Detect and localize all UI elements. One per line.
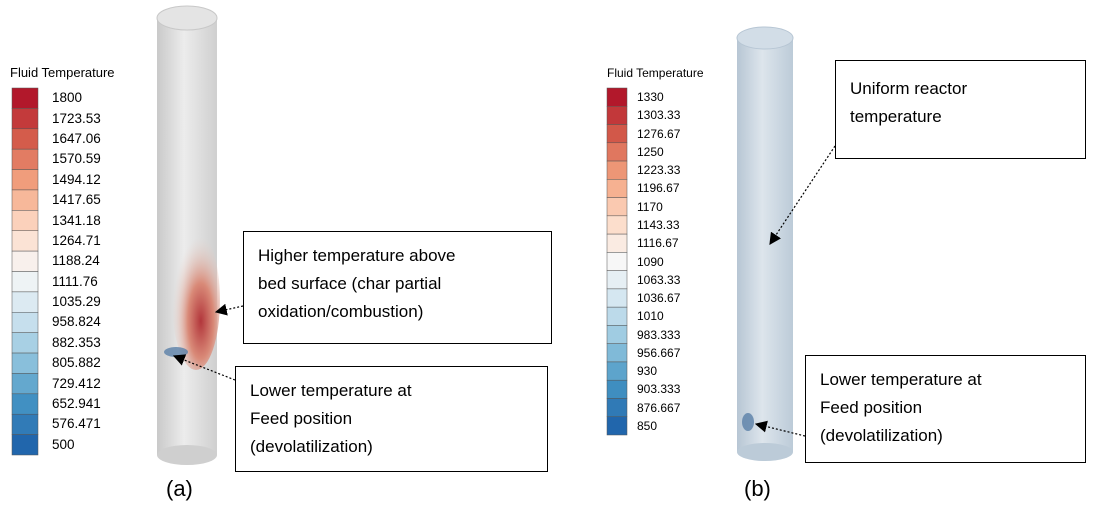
legend-label: 903.333 bbox=[637, 382, 680, 396]
legend-swatch bbox=[12, 414, 38, 434]
legend-swatch bbox=[607, 325, 627, 343]
caption: (a) bbox=[166, 476, 193, 502]
reactor-b bbox=[737, 27, 793, 461]
legend-label: 1276.67 bbox=[637, 127, 680, 141]
legend-swatch bbox=[607, 417, 627, 435]
legend-label: 652.941 bbox=[52, 397, 101, 411]
legend-swatch bbox=[12, 272, 38, 292]
caption: (b) bbox=[744, 476, 771, 502]
legend-label: 1035.29 bbox=[52, 295, 101, 309]
legend-label: 1330 bbox=[637, 90, 664, 104]
callout-line: Lower temperature at bbox=[820, 366, 1071, 394]
legend-label: 500 bbox=[52, 438, 75, 452]
legend-label: 1417.65 bbox=[52, 193, 101, 207]
callout-line: Feed position bbox=[250, 405, 533, 433]
callout-line: Higher temperature above bbox=[258, 242, 537, 270]
legend-label: 1090 bbox=[637, 255, 664, 269]
legend-swatch bbox=[607, 143, 627, 161]
callout-line: (devolatilization) bbox=[820, 422, 1071, 450]
legend-swatch bbox=[607, 161, 627, 179]
legend-swatch bbox=[607, 198, 627, 216]
legend-label: 1723.53 bbox=[52, 112, 101, 126]
callout-line: (devolatilization) bbox=[250, 433, 533, 461]
callout-line: temperature bbox=[850, 103, 1071, 131]
legend-label: 1116.67 bbox=[637, 236, 679, 250]
legend-label: 729.412 bbox=[52, 377, 101, 391]
legend-swatch bbox=[607, 106, 627, 124]
legend-title: Fluid Temperature bbox=[607, 66, 704, 80]
legend-swatch bbox=[12, 251, 38, 271]
legend-swatch bbox=[12, 129, 38, 149]
legend-swatch bbox=[12, 210, 38, 230]
legend-swatch bbox=[12, 149, 38, 169]
legend-swatch bbox=[607, 362, 627, 380]
legend-swatch bbox=[12, 312, 38, 332]
legend-swatch bbox=[607, 125, 627, 143]
callout-line: bed surface (char partial bbox=[258, 270, 537, 298]
legend-label: 1303.33 bbox=[637, 108, 680, 122]
legend-label: 1063.33 bbox=[637, 273, 680, 287]
legend-label: 1036.67 bbox=[637, 291, 680, 305]
callout: Lower temperature at Feed position (devo… bbox=[235, 366, 548, 472]
legend-label: 1800 bbox=[52, 91, 82, 105]
legend-swatch bbox=[12, 108, 38, 128]
legend-label: 1494.12 bbox=[52, 173, 101, 187]
legend-swatch bbox=[12, 353, 38, 373]
legend-swatch bbox=[12, 190, 38, 210]
legend-swatch bbox=[12, 394, 38, 414]
legend-swatch bbox=[607, 271, 627, 289]
legend-label: 1223.33 bbox=[637, 163, 680, 177]
legend-swatch bbox=[607, 88, 627, 106]
callout-line: Feed position bbox=[820, 394, 1071, 422]
legend-swatch bbox=[12, 373, 38, 393]
legend-label: 1170 bbox=[637, 200, 663, 214]
legend-label: 1250 bbox=[637, 145, 664, 159]
legend-label: 1188.24 bbox=[52, 254, 100, 268]
legend-label: 1111.76 bbox=[52, 275, 98, 289]
legend-label: 882.353 bbox=[52, 336, 101, 350]
legend-swatch bbox=[607, 289, 627, 307]
legend-swatch bbox=[607, 380, 627, 398]
legend-swatch bbox=[607, 344, 627, 362]
legend-swatch bbox=[607, 216, 627, 234]
legend-label: 1196.67 bbox=[637, 181, 680, 195]
legend-swatch bbox=[607, 307, 627, 325]
legend-label: 956.667 bbox=[637, 346, 680, 360]
legend-label: 1647.06 bbox=[52, 132, 101, 146]
legend-swatch bbox=[607, 252, 627, 270]
reactor-a bbox=[157, 6, 220, 465]
legend-title: Fluid Temperature bbox=[10, 65, 115, 80]
legend-swatch bbox=[12, 170, 38, 190]
legend-swatch bbox=[12, 231, 38, 251]
callout: Lower temperature at Feed position (devo… bbox=[805, 355, 1086, 463]
legend-label: 1570.59 bbox=[52, 152, 101, 166]
legend-label: 876.667 bbox=[637, 401, 680, 415]
legend-swatch bbox=[12, 333, 38, 353]
legend-swatch bbox=[12, 292, 38, 312]
legend-label: 930 bbox=[637, 364, 657, 378]
legend-swatch bbox=[607, 179, 627, 197]
legend-label: 1143.33 bbox=[637, 218, 680, 232]
figure: {"panels": [ {"legend": {"title": "Fluid… bbox=[0, 0, 1102, 509]
legend-label: 1341.18 bbox=[52, 214, 101, 228]
callout-line: Uniform reactor bbox=[850, 75, 1071, 103]
callout-line: oxidation/combustion) bbox=[258, 298, 537, 326]
legend-swatch bbox=[607, 398, 627, 416]
legend-swatch bbox=[12, 88, 38, 108]
legend-label: 805.882 bbox=[52, 356, 101, 370]
legend-swatch bbox=[12, 435, 38, 455]
legend-label: 1010 bbox=[637, 309, 664, 323]
callout: Uniform reactor temperature bbox=[835, 60, 1086, 159]
legend-label: 1264.71 bbox=[52, 234, 101, 248]
legend-swatch bbox=[607, 234, 627, 252]
callout: Higher temperature above bed surface (ch… bbox=[243, 231, 552, 344]
legend-label: 983.333 bbox=[637, 328, 680, 342]
legend-label: 850 bbox=[637, 419, 657, 433]
legend-label: 576.471 bbox=[52, 417, 101, 431]
callout-line: Lower temperature at bbox=[250, 377, 533, 405]
legend-label: 958.824 bbox=[52, 315, 101, 329]
